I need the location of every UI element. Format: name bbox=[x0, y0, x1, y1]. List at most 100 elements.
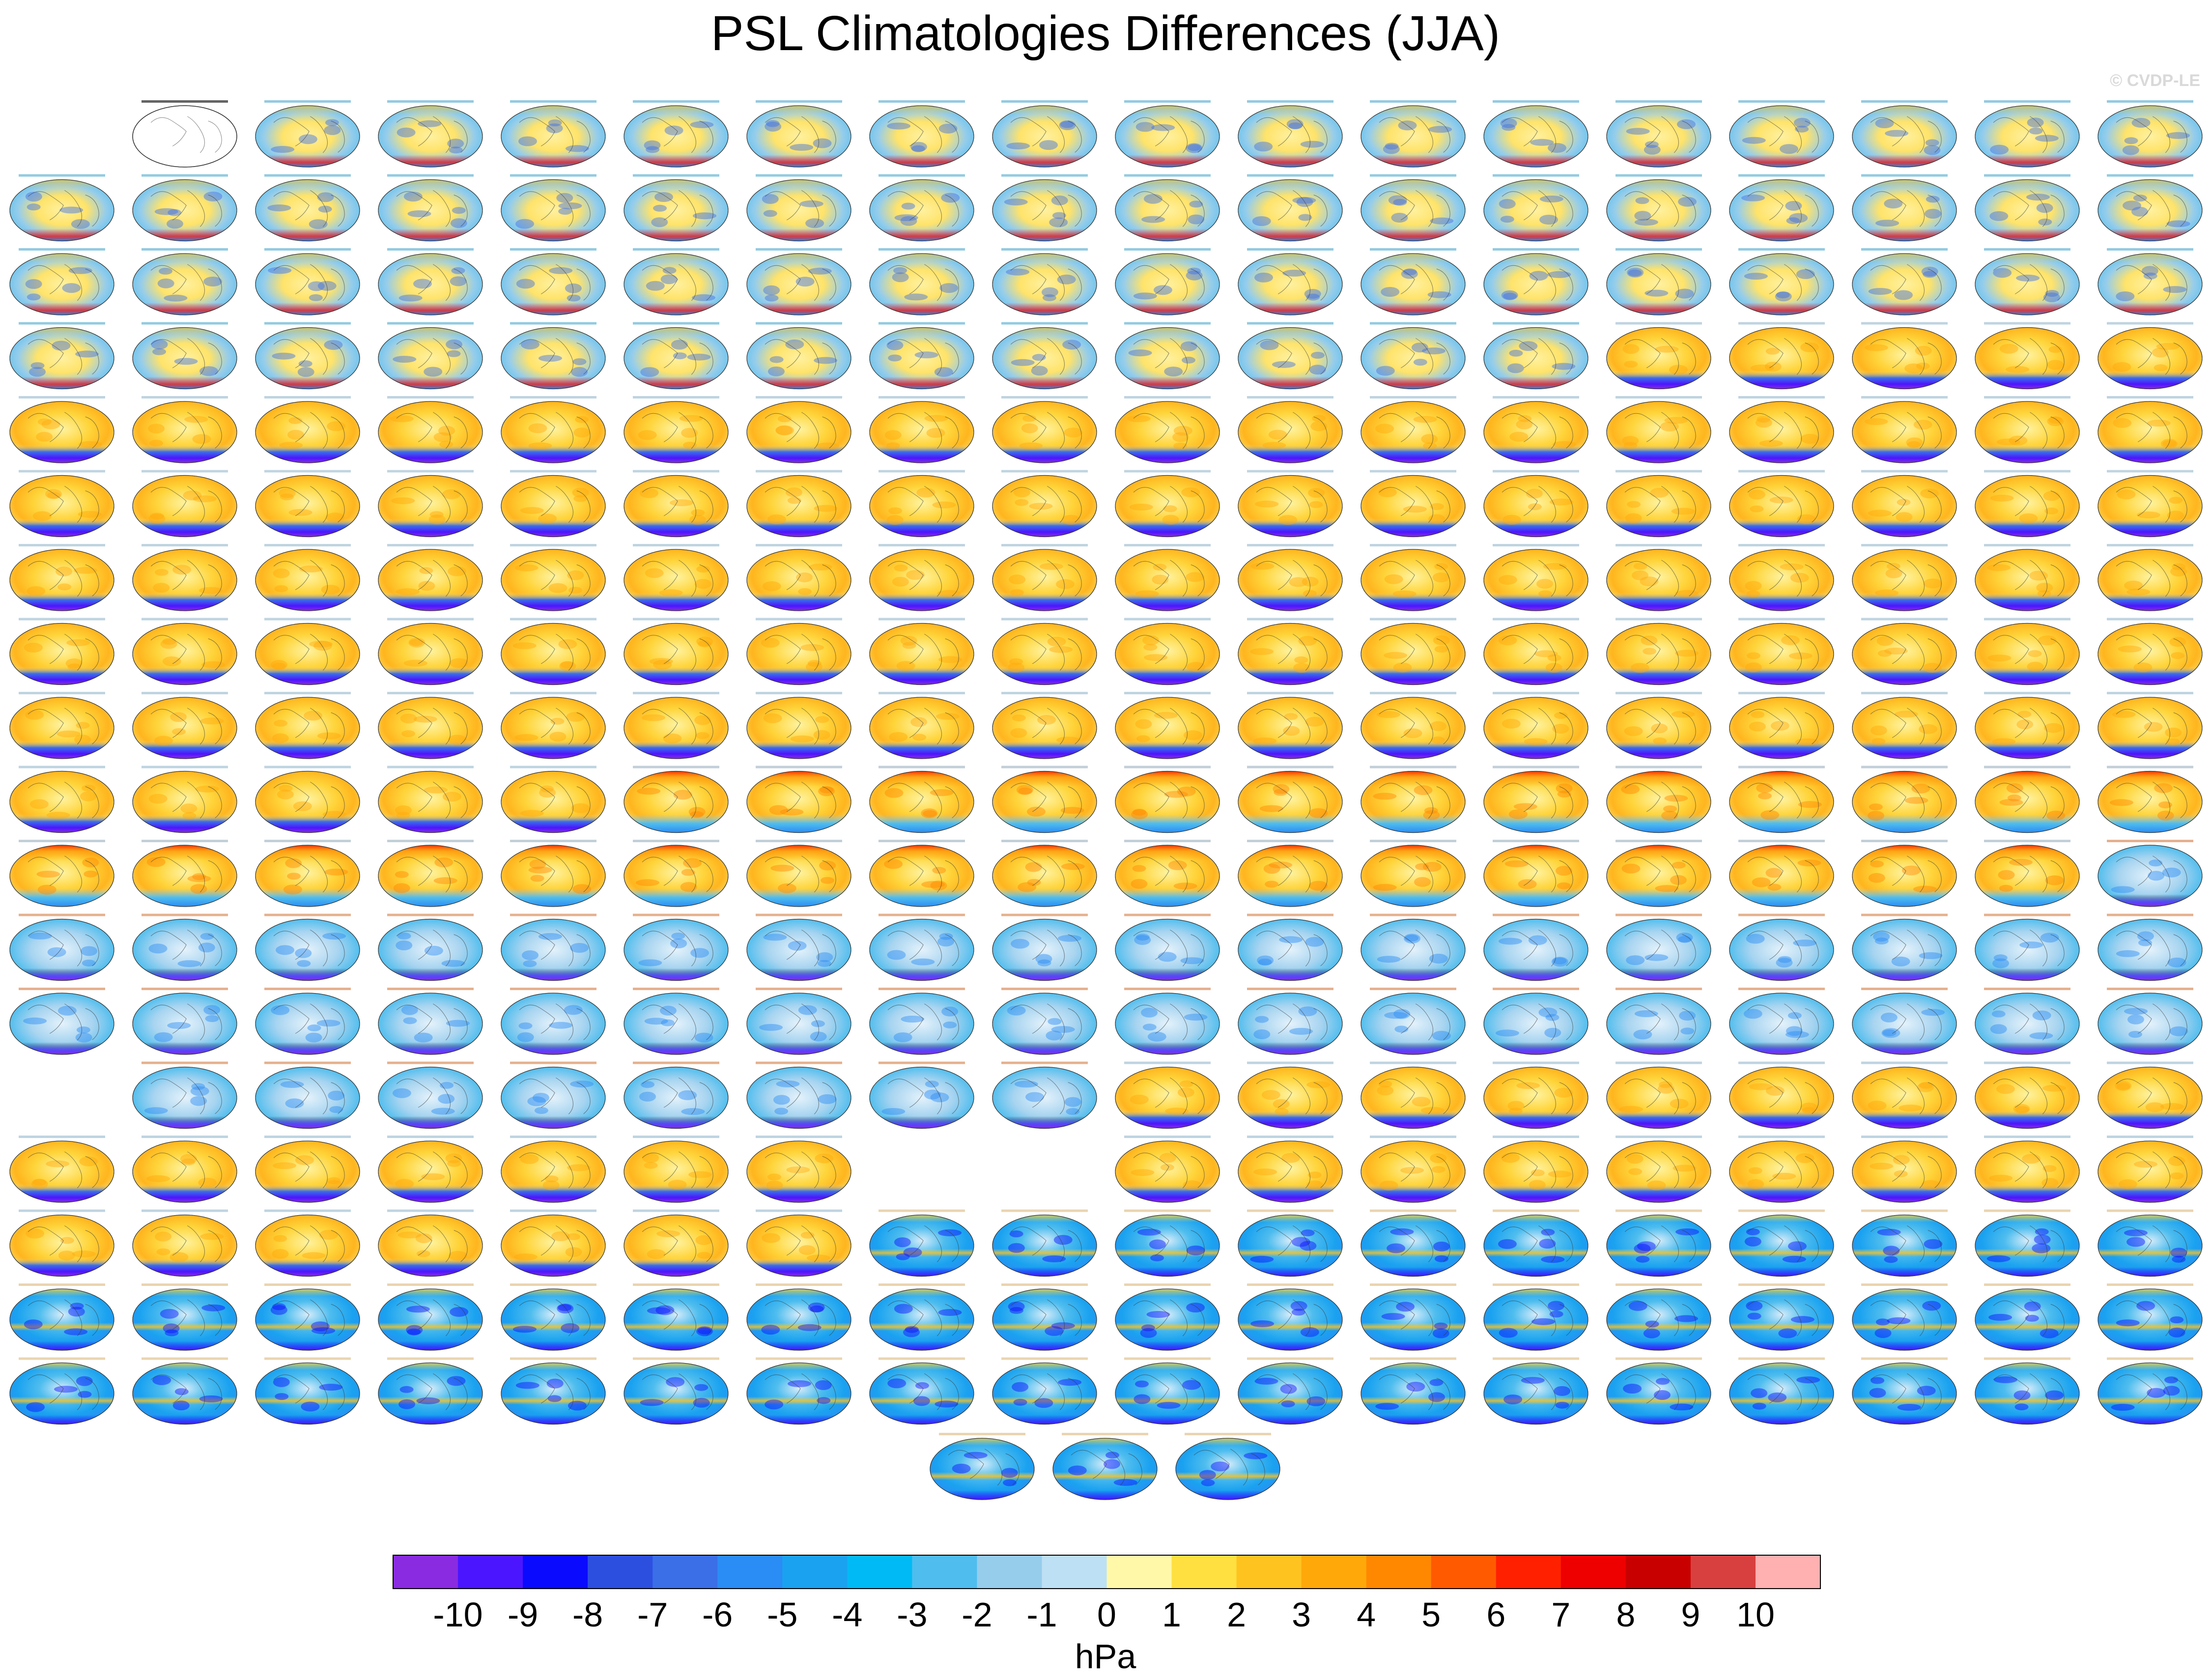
map-anomaly bbox=[1526, 488, 1543, 499]
map-anomaly bbox=[663, 733, 682, 743]
map-anomaly bbox=[1025, 862, 1042, 872]
globe-map-band bbox=[1852, 179, 1956, 241]
globe-map-band bbox=[378, 1067, 482, 1129]
map-anomaly bbox=[401, 730, 415, 738]
map-anomaly bbox=[1064, 427, 1083, 438]
map-anomaly bbox=[693, 1397, 710, 1408]
map-anomaly bbox=[776, 1080, 800, 1087]
map-anomaly bbox=[1255, 1016, 1269, 1023]
panel-caption bbox=[1493, 544, 1579, 546]
panel-caption bbox=[2107, 692, 2193, 694]
continent-outline bbox=[396, 264, 468, 301]
colorbar-box bbox=[1560, 1555, 1626, 1589]
map-panel bbox=[132, 1283, 237, 1351]
globe-frame bbox=[624, 697, 729, 759]
map-anomaly bbox=[694, 1032, 713, 1043]
map-anomaly bbox=[896, 1253, 910, 1260]
panel-caption bbox=[1616, 100, 1702, 103]
map-anomaly bbox=[167, 1022, 191, 1029]
continent-outline bbox=[642, 560, 713, 597]
continent-outline bbox=[28, 485, 99, 523]
map-anomaly bbox=[408, 637, 425, 648]
globe-map-band bbox=[1361, 1363, 1465, 1424]
globe-map-band bbox=[1484, 549, 1588, 611]
continent-outline bbox=[1993, 929, 2065, 967]
map-panel bbox=[2098, 544, 2203, 611]
map-anomaly bbox=[1430, 217, 1454, 225]
globe-map-band bbox=[747, 1141, 851, 1202]
map-anomaly bbox=[759, 1024, 783, 1031]
continent-outline bbox=[887, 190, 959, 227]
globe-map-band bbox=[255, 1067, 360, 1129]
map-panel bbox=[1052, 1433, 1158, 1500]
panel-caption bbox=[510, 692, 596, 694]
globe-frame bbox=[378, 1066, 483, 1129]
map-anomaly bbox=[2165, 727, 2182, 738]
globe-frame bbox=[1115, 253, 1220, 315]
map-anomaly bbox=[1377, 956, 1401, 963]
map-anomaly bbox=[670, 499, 693, 507]
globe-frame bbox=[1115, 918, 1220, 981]
map-anomaly bbox=[1796, 269, 1815, 279]
map-anomaly bbox=[1177, 1087, 1194, 1098]
map-panel bbox=[624, 1283, 729, 1351]
map-anomaly bbox=[888, 507, 902, 514]
panel-caption bbox=[142, 174, 228, 177]
continent-outline bbox=[150, 1299, 222, 1337]
map-anomaly bbox=[2154, 783, 2173, 793]
map-anomaly bbox=[798, 1245, 816, 1255]
continent-outline bbox=[2116, 485, 2187, 523]
map-panel bbox=[992, 913, 1097, 981]
map-panel bbox=[132, 1357, 237, 1425]
map-panel bbox=[501, 692, 606, 759]
map-anomaly bbox=[1664, 417, 1688, 424]
map-anomaly bbox=[1501, 290, 1518, 300]
globe-map-band bbox=[255, 549, 360, 611]
map-panel bbox=[501, 174, 606, 242]
map-anomaly bbox=[271, 146, 295, 153]
panel-caption bbox=[633, 1357, 719, 1360]
continent-outline bbox=[150, 264, 222, 301]
continent-outline bbox=[1624, 1077, 1696, 1114]
map-anomaly bbox=[514, 734, 539, 741]
panel-caption bbox=[387, 1209, 474, 1212]
map-anomaly bbox=[808, 267, 832, 275]
map-anomaly bbox=[1306, 1081, 1330, 1088]
map-anomaly bbox=[317, 732, 341, 740]
map-panel bbox=[1606, 766, 1711, 833]
globe-frame bbox=[132, 327, 237, 390]
map-anomaly bbox=[1279, 936, 1303, 943]
map-anomaly bbox=[28, 932, 52, 940]
map-anomaly bbox=[1745, 581, 1762, 591]
globe-map-band bbox=[1361, 1067, 1465, 1129]
map-panel bbox=[1606, 544, 1711, 611]
map-anomaly bbox=[46, 812, 70, 819]
map-anomaly bbox=[201, 1304, 226, 1311]
map-anomaly bbox=[2162, 440, 2177, 447]
map-anomaly bbox=[1987, 564, 2011, 571]
map-anomaly bbox=[765, 121, 782, 132]
continent-outline bbox=[28, 1373, 99, 1410]
map-anomaly bbox=[62, 283, 81, 293]
map-panel bbox=[1361, 248, 1466, 315]
panel-caption bbox=[387, 396, 474, 399]
globe-frame bbox=[992, 179, 1097, 242]
map-anomaly bbox=[2028, 650, 2042, 657]
map-anomaly bbox=[795, 277, 815, 287]
map-anomaly bbox=[2138, 939, 2152, 946]
continent-outline bbox=[396, 1003, 468, 1041]
continent-outline bbox=[1010, 412, 1082, 449]
globe-frame bbox=[1606, 845, 1711, 907]
panel-caption bbox=[1861, 174, 1948, 177]
map-anomaly bbox=[1913, 420, 1932, 430]
map-anomaly bbox=[148, 424, 165, 434]
map-anomaly bbox=[936, 712, 960, 720]
continent-outline bbox=[765, 1225, 836, 1262]
continent-outline bbox=[1624, 633, 1696, 671]
map-anomaly bbox=[761, 638, 780, 648]
map-panel bbox=[1115, 396, 1220, 463]
globe-frame bbox=[1729, 549, 1834, 611]
colorbar-box bbox=[458, 1555, 523, 1589]
map-anomaly bbox=[317, 192, 334, 202]
globe-map-band bbox=[501, 1289, 605, 1350]
